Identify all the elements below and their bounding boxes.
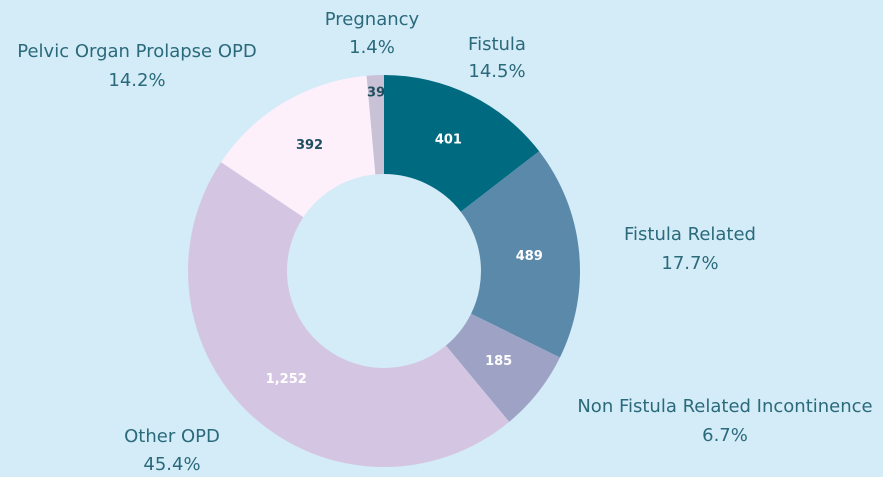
percent-label: 17.7% (661, 253, 718, 274)
value-label: 401 (435, 132, 462, 147)
value-label: 392 (296, 138, 323, 153)
value-label: 489 (516, 249, 543, 264)
percent-label: 45.4% (143, 454, 200, 475)
value-label: 185 (485, 354, 512, 369)
category-label: Fistula Related (624, 224, 756, 245)
category-label: Pelvic Organ Prolapse OPD (17, 41, 256, 62)
value-label: 1,252 (266, 372, 307, 387)
slice (221, 75, 376, 218)
slice (445, 313, 560, 422)
slice (384, 75, 540, 212)
category-label: Other OPD (124, 426, 220, 447)
category-label: Fistula (468, 34, 526, 55)
slice (366, 75, 384, 175)
category-label: Pregnancy (325, 9, 420, 30)
slice (188, 162, 510, 467)
percent-label: 14.5% (468, 61, 525, 82)
percent-label: 6.7% (702, 425, 748, 446)
percent-label: 14.2% (108, 70, 165, 91)
value-label: 39 (367, 86, 385, 101)
category-label: Non Fistula Related Incontinence (577, 396, 872, 417)
slice (460, 151, 580, 358)
percent-label: 1.4% (349, 37, 395, 58)
